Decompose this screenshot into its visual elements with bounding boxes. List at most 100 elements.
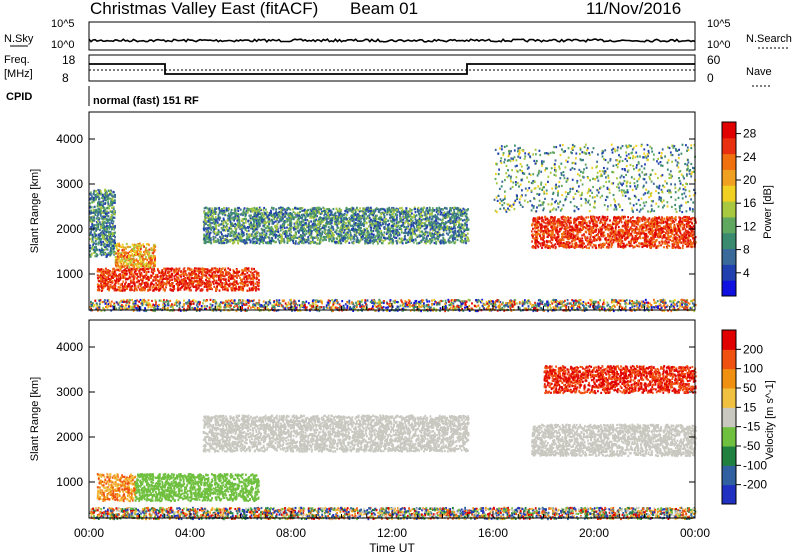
heatmap-cell: [152, 289, 155, 292]
heatmap-cell: [387, 223, 389, 227]
heatmap-cell: [102, 244, 105, 247]
heatmap-cell: [184, 286, 187, 289]
heatmap-cell: [94, 249, 97, 252]
heatmap-cell: [226, 271, 229, 274]
heatmap-cell: [188, 287, 191, 290]
heatmap-cell: [203, 285, 206, 288]
heatmap-cell: [105, 207, 108, 210]
heatmap-cell: [125, 281, 127, 284]
heatmap-cell: [214, 219, 217, 222]
heatmap-cell: [233, 282, 235, 285]
heatmap-cell: [148, 278, 150, 282]
heatmap-cell: [182, 284, 185, 287]
heatmap-cell: [465, 215, 468, 218]
heatmap-cell: [141, 259, 144, 262]
heatmap-cell: [171, 281, 174, 285]
heatmap-cell: [132, 261, 135, 264]
heatmap-cell: [97, 217, 100, 220]
heatmap-cell: [252, 274, 255, 277]
heatmap-cell: [102, 286, 105, 289]
heatmap-cell: [251, 289, 254, 292]
heatmap-cell: [117, 275, 119, 278]
heatmap-cell: [413, 230, 416, 233]
heatmap-cell: [338, 207, 341, 210]
heatmap-cell: [140, 286, 143, 290]
heatmap-cell: [133, 271, 136, 274]
heatmap-cell: [91, 223, 94, 226]
heatmap-cell: [241, 286, 244, 289]
heatmap-cell: [100, 247, 103, 250]
heatmap-cell: [195, 273, 198, 276]
heatmap-cell: [130, 272, 132, 275]
heatmap-cell: [171, 273, 174, 276]
heatmap-cell: [373, 212, 375, 215]
heatmap-cell: [222, 234, 225, 238]
heatmap-cell: [454, 215, 457, 218]
heatmap-cell: [150, 268, 153, 271]
heatmap-cell: [94, 197, 97, 200]
heatmap-cell: [359, 207, 361, 210]
heatmap-cell: [250, 267, 253, 270]
heatmap-cell: [100, 286, 103, 289]
heatmap-cell: [455, 213, 458, 216]
heatmap-cell: [107, 281, 110, 284]
cpid-text: normal (fast) 151 RF: [93, 95, 199, 107]
heatmap-cell: [113, 216, 116, 219]
heatmap-cell: [118, 252, 120, 255]
heatmap-cell: [107, 218, 109, 221]
heatmap-cell: [216, 221, 219, 224]
heatmap-cell: [89, 255, 92, 258]
heatmap-cell: [267, 229, 270, 232]
heatmap-cell: [214, 271, 217, 275]
heatmap-cell: [184, 270, 187, 273]
heatmap-cell: [130, 250, 132, 253]
heatmap-cell: [348, 241, 351, 244]
heatmap-cell: [454, 227, 457, 230]
heatmap-cell: [116, 278, 118, 281]
heatmap-cell: [96, 224, 99, 227]
heatmap-cell: [152, 254, 155, 258]
heatmap-cell: [103, 217, 105, 220]
heatmap-cell: [439, 233, 441, 237]
heatmap-cell: [104, 252, 107, 255]
heatmap-cell: [198, 284, 201, 287]
heatmap-cell: [231, 282, 234, 286]
heatmap-cell: [90, 229, 93, 232]
heatmap-cell: [274, 220, 277, 223]
heatmap-cell: [142, 276, 145, 279]
heatmap-cell: [103, 216, 105, 219]
heatmap-cell: [311, 238, 314, 241]
heatmap-cell: [124, 282, 126, 286]
heatmap-cell: [119, 273, 121, 276]
heatmap-cell: [145, 246, 148, 250]
heatmap-cell: [155, 274, 157, 277]
heatmap-cell: [113, 270, 116, 273]
heatmap-cell: [463, 208, 466, 211]
heatmap-cell: [364, 229, 366, 232]
heatmap-cell: [112, 225, 115, 228]
heatmap-cell: [107, 252, 110, 255]
heatmap-cell: [196, 274, 199, 278]
heatmap-cell: [97, 189, 100, 192]
heatmap-cell: [111, 219, 114, 222]
heatmap-cell: [174, 279, 176, 282]
heatmap-cell: [102, 274, 105, 277]
heatmap-cell: [288, 232, 291, 235]
heatmap-cell: [244, 283, 247, 286]
heatmap-cell: [105, 231, 108, 234]
heatmap-cell: [128, 255, 130, 259]
heatmap-cell: [228, 273, 231, 276]
heatmap-cell: [114, 286, 116, 290]
heatmap-cell: [100, 226, 102, 230]
heatmap-cell: [112, 216, 115, 219]
heatmap-cell: [201, 280, 204, 283]
heatmap-cell: [159, 287, 162, 290]
heatmap-cell: [99, 283, 102, 286]
heatmap-cell: [450, 209, 452, 212]
heatmap-cell: [139, 245, 142, 248]
heatmap-cell: [131, 288, 134, 291]
heatmap-cell: [98, 280, 100, 283]
heatmap-cell: [372, 242, 374, 245]
heatmap-cell: [243, 276, 245, 279]
heatmap-cell: [201, 283, 204, 286]
